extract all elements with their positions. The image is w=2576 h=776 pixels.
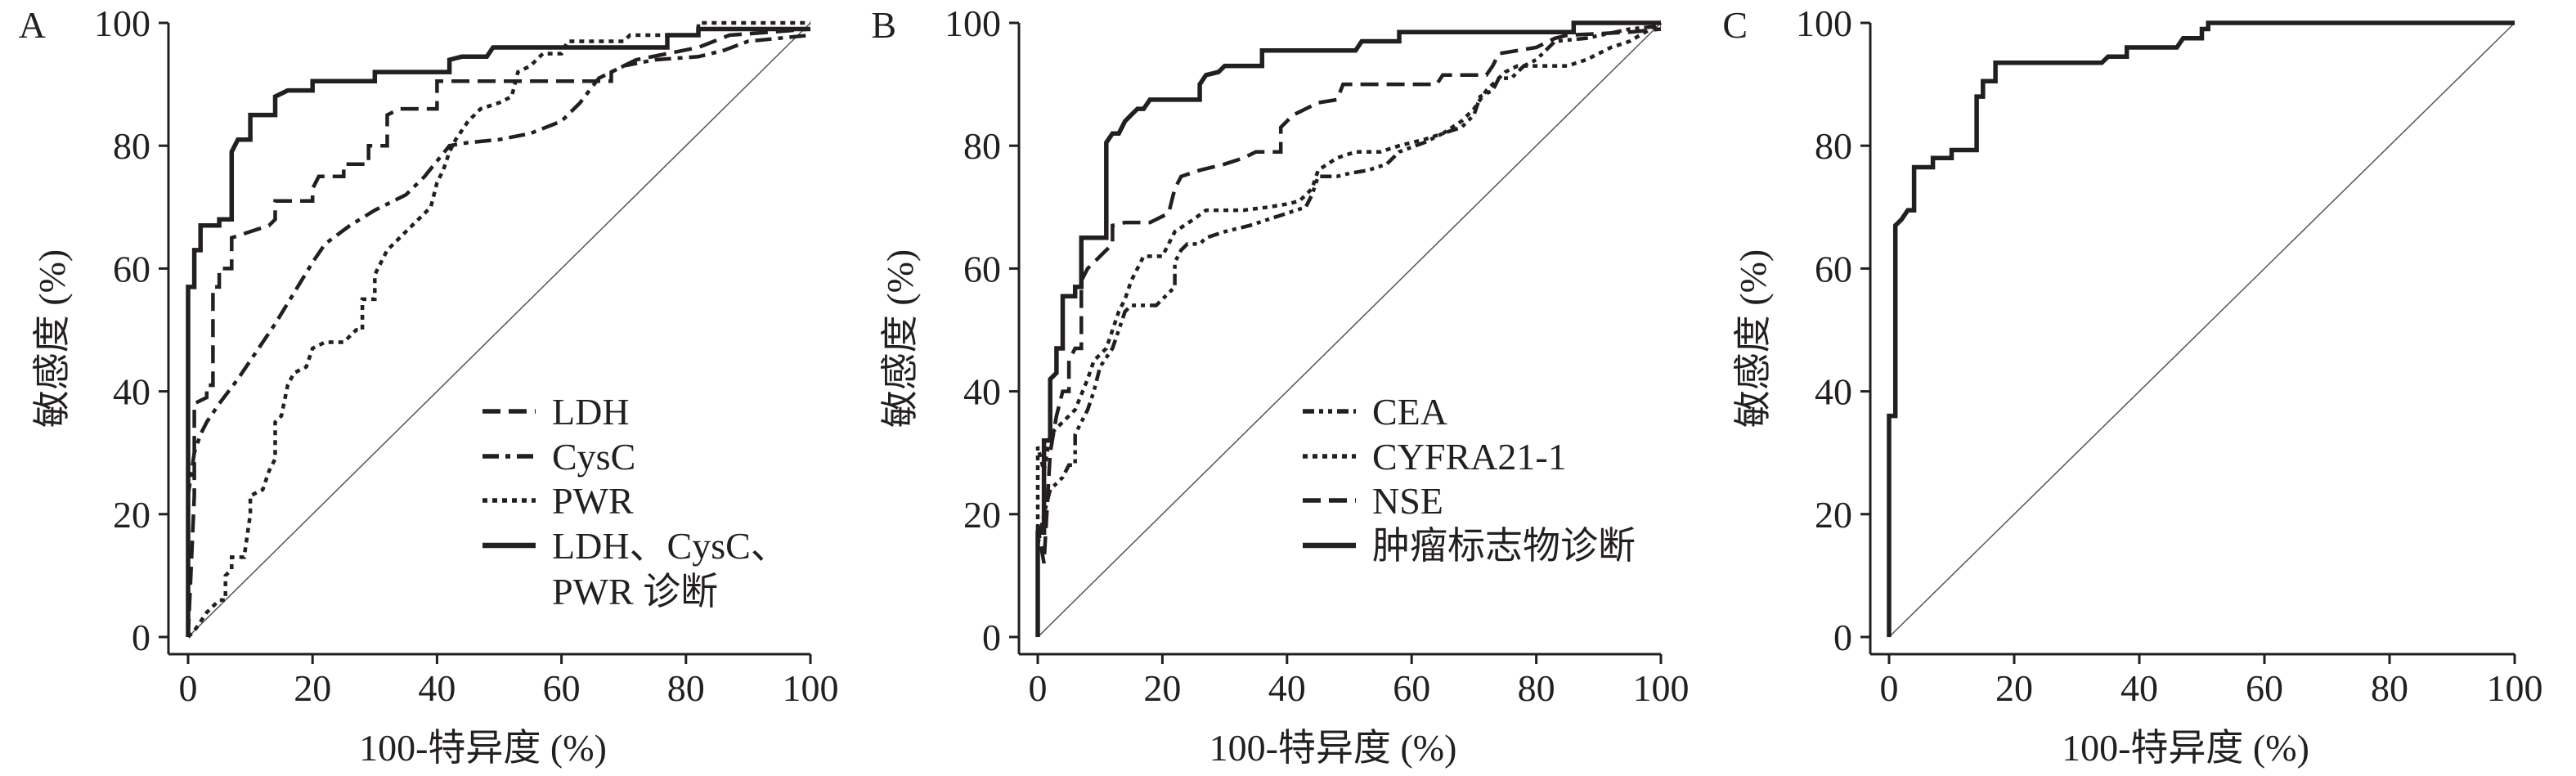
y-tick-label: 0 bbox=[982, 617, 1001, 658]
x-tick-label: 80 bbox=[1518, 667, 1555, 709]
series-line-3 bbox=[186, 20, 810, 639]
reference-diagonal bbox=[187, 22, 811, 638]
y-axis-title: 敏感度 (%) bbox=[31, 249, 73, 428]
series-line-4 bbox=[1035, 20, 1661, 637]
series-line-4 bbox=[186, 26, 810, 637]
x-tick-label: 60 bbox=[1393, 667, 1430, 709]
x-tick-label: 100 bbox=[783, 667, 839, 709]
x-tick-label: 60 bbox=[543, 667, 581, 709]
legend-label: PWR bbox=[552, 480, 634, 522]
series-line-1 bbox=[1887, 20, 2515, 637]
x-tick-label: 100 bbox=[2487, 667, 2543, 709]
y-tick-label: 60 bbox=[963, 248, 1001, 289]
panel-b: 0 20 40 60 80 100 0 20 40 60 80 100 100-特异度 (%) 敏感度 (… bbox=[871, 2, 1689, 769]
panel-label: A bbox=[19, 4, 46, 46]
y-tick-label: 80 bbox=[113, 125, 150, 167]
x-tick-label: 20 bbox=[1995, 667, 2033, 709]
x-tick-label: 100 bbox=[1633, 667, 1690, 709]
legend-label: PWR 诊断 bbox=[552, 571, 718, 612]
panel-a: 0 20 40 60 80 100 0 20 40 60 80 100 100-特异度 (%) 敏感度 (… bbox=[19, 2, 839, 769]
series-line-2 bbox=[1035, 21, 1663, 637]
legend-label: LDH、CysC、 bbox=[552, 525, 788, 567]
x-tick-label: 20 bbox=[294, 667, 331, 709]
series-line-2 bbox=[186, 33, 811, 637]
x-tick-label: 40 bbox=[2120, 667, 2158, 709]
y-tick-label: 100 bbox=[1796, 2, 1852, 44]
series-line-1 bbox=[1035, 24, 1662, 637]
y-axis-title: 敏感度 (%) bbox=[1732, 249, 1774, 428]
x-tick-label: 0 bbox=[1880, 667, 1899, 709]
y-tick-label: 40 bbox=[113, 371, 150, 413]
legend-label: 肿瘤标志物诊断 bbox=[1372, 525, 1636, 567]
y-tick-label: 40 bbox=[1815, 371, 1852, 413]
x-tick-label: 0 bbox=[1029, 667, 1048, 709]
x-tick-label: 20 bbox=[1143, 667, 1181, 709]
y-tick-label: 20 bbox=[963, 494, 1001, 536]
x-tick-label: 40 bbox=[418, 667, 456, 709]
y-tick-label: 20 bbox=[113, 494, 150, 536]
y-tick-label: 0 bbox=[1833, 617, 1852, 658]
x-axis-title: 100-特异度 (%) bbox=[1209, 727, 1457, 769]
x-tick-label: 0 bbox=[179, 667, 198, 709]
y-tick-label: 60 bbox=[1815, 248, 1852, 289]
y-tick-label: 60 bbox=[113, 248, 150, 289]
panel-c: 0 20 40 60 80 100 0 20 40 60 80 100 100-特异度 (%) 敏感度 (… bbox=[1722, 2, 2542, 769]
panel-label: B bbox=[871, 4, 896, 46]
legend-label: CEA bbox=[1372, 391, 1447, 433]
y-tick-label: 40 bbox=[963, 371, 1001, 413]
legend-label: CysC bbox=[552, 436, 635, 478]
x-tick-label: 40 bbox=[1268, 667, 1306, 709]
reference-diagonal bbox=[1888, 22, 2515, 638]
series-line-3 bbox=[1035, 27, 1662, 637]
x-tick-label: 80 bbox=[667, 667, 705, 709]
y-tick-label: 20 bbox=[1815, 494, 1852, 536]
y-tick-label: 100 bbox=[94, 2, 150, 44]
panel-label: C bbox=[1722, 4, 1748, 46]
x-axis-title: 100-特异度 (%) bbox=[2062, 727, 2309, 769]
y-tick-label: 100 bbox=[945, 2, 1001, 44]
y-tick-label: 0 bbox=[132, 617, 150, 658]
y-tick-label: 80 bbox=[1815, 125, 1852, 167]
y-axis-title: 敏感度 (%) bbox=[879, 249, 921, 428]
series-line-1 bbox=[186, 27, 811, 638]
legend-label: CYFRA21-1 bbox=[1372, 436, 1567, 478]
x-axis-title: 100-特异度 (%) bbox=[359, 727, 607, 769]
y-tick-label: 80 bbox=[963, 125, 1001, 167]
reference-diagonal bbox=[1037, 22, 1662, 638]
legend-label: LDH bbox=[552, 391, 630, 433]
x-tick-label: 80 bbox=[2371, 667, 2408, 709]
x-tick-label: 60 bbox=[2246, 667, 2283, 709]
legend-label: NSE bbox=[1372, 480, 1443, 522]
